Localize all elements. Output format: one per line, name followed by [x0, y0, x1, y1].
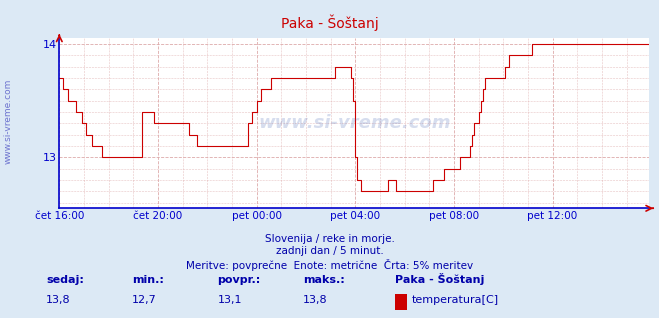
Text: 13,8: 13,8 — [46, 295, 71, 305]
Text: Paka - Šoštanj: Paka - Šoštanj — [281, 14, 378, 31]
Text: Slovenija / reke in morje.: Slovenija / reke in morje. — [264, 234, 395, 244]
Text: temperatura[C]: temperatura[C] — [412, 295, 499, 305]
Text: min.:: min.: — [132, 275, 163, 285]
Text: www.si-vreme.com: www.si-vreme.com — [3, 78, 13, 163]
Text: Meritve: povprečne  Enote: metrične  Črta: 5% meritev: Meritve: povprečne Enote: metrične Črta:… — [186, 259, 473, 271]
Text: maks.:: maks.: — [303, 275, 345, 285]
Text: sedaj:: sedaj: — [46, 275, 84, 285]
Text: zadnji dan / 5 minut.: zadnji dan / 5 minut. — [275, 246, 384, 256]
Text: 12,7: 12,7 — [132, 295, 157, 305]
Text: povpr.:: povpr.: — [217, 275, 261, 285]
Text: 13,1: 13,1 — [217, 295, 242, 305]
Text: Paka - Šoštanj: Paka - Šoštanj — [395, 273, 485, 285]
Text: www.si-vreme.com: www.si-vreme.com — [258, 114, 451, 132]
Text: 13,8: 13,8 — [303, 295, 328, 305]
